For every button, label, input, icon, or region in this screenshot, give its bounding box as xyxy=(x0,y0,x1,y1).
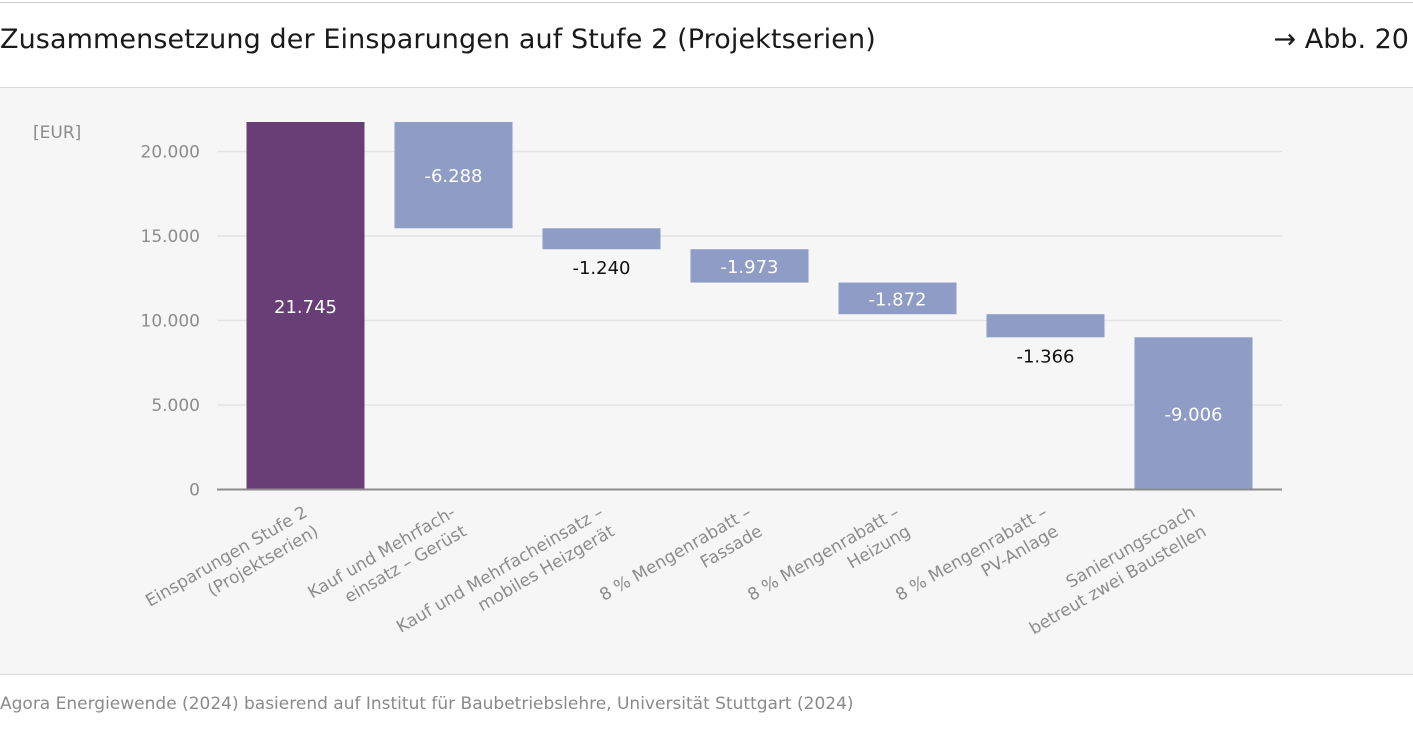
chart-title: Zusammensetzung der Einsparungen auf Stu… xyxy=(0,24,876,55)
y-tick-label: 5.000 xyxy=(151,396,200,416)
data-label: -9.006 xyxy=(1164,404,1222,425)
y-tick-label: 20.000 xyxy=(141,143,200,163)
data-label: -1.366 xyxy=(1016,346,1074,367)
bar-3 xyxy=(542,228,661,250)
bar-4 xyxy=(690,249,809,283)
figure-reference-link[interactable]: → Abb. 20 xyxy=(1273,24,1409,55)
y-tick-label: 15.000 xyxy=(141,227,200,247)
chart-panel: 0 5.000 10.000 15.000 20.000 [EUR] 21.745 -6.28… xyxy=(0,87,1413,675)
bar-7 xyxy=(1134,337,1253,490)
bar-6 xyxy=(986,314,1105,338)
bar-5 xyxy=(838,282,957,315)
x-tick-label: 8 % Mengenrabatt –Heizung xyxy=(744,503,914,625)
data-label: -1.240 xyxy=(572,258,630,279)
data-label: -6.288 xyxy=(424,166,482,187)
top-rule xyxy=(0,2,1413,3)
x-tick-label: Einsparungen Stufe 2(Projektserien) xyxy=(142,503,322,631)
x-tick-label: 8 % Mengenrabatt –PV-Anlage xyxy=(892,503,1062,625)
y-tick-label: 10.000 xyxy=(141,312,200,332)
bar-2 xyxy=(394,122,513,229)
source-note: Agora Energiewende (2024) basierend auf … xyxy=(0,694,854,714)
x-tick-label: 8 % Mengenrabatt –Fassade xyxy=(596,503,766,625)
data-label: -1.973 xyxy=(720,257,778,278)
waterfall-chart: 0 5.000 10.000 15.000 20.000 [EUR] 21.745 -6.28… xyxy=(33,122,1282,639)
y-tick-label: 0 xyxy=(189,481,200,501)
y-axis-unit-label: [EUR] xyxy=(33,123,81,143)
bar-1 xyxy=(246,122,365,490)
data-label: -1.872 xyxy=(868,289,926,310)
data-label: 21.745 xyxy=(274,297,337,318)
